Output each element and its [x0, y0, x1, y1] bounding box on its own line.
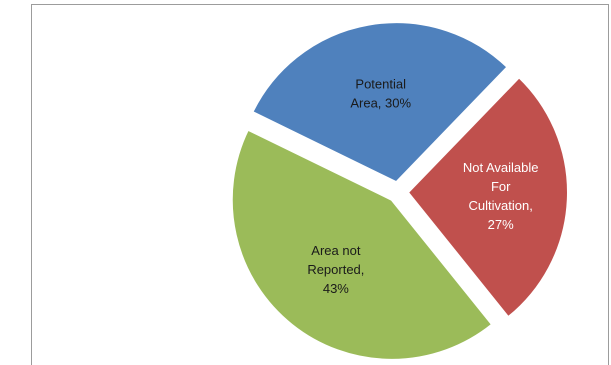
- pie-slice-potential-area: [251, 21, 509, 184]
- slice-label-not-available-for-cultivation: Not Available For Cultivation, 27%: [463, 160, 539, 232]
- slice-label-area-not-reported: Area not Reported, 43%: [307, 243, 364, 296]
- pie-slice-area-not-reported: [230, 128, 494, 361]
- slice-label-line: For: [491, 179, 511, 194]
- pie-slice-not-available-for-cultivation: [406, 75, 569, 319]
- slice-label-line: Cultivation,: [469, 198, 533, 213]
- slice-label-line: Not Available: [463, 160, 539, 175]
- slice-label-line: 43%: [323, 281, 349, 296]
- slice-label-line: Area, 30%: [350, 95, 411, 110]
- pie-labels: Potential Area, 30% Not Available For Cultiv…: [307, 76, 538, 295]
- pie-slices: [230, 21, 569, 361]
- slice-label-line: Area not: [311, 243, 361, 258]
- slice-label-potential-area: Potential Area, 30%: [350, 76, 411, 110]
- slice-label-line: 27%: [488, 217, 514, 232]
- slice-label-line: Potential: [355, 76, 406, 91]
- slice-label-line: Reported,: [307, 262, 364, 277]
